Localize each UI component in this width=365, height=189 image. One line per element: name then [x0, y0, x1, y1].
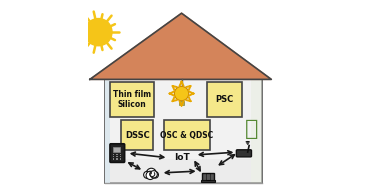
Bar	[250, 79, 262, 183]
Text: PSC: PSC	[215, 95, 234, 104]
Circle shape	[150, 171, 157, 178]
Bar	[120, 156, 121, 157]
Bar	[116, 158, 118, 160]
Text: 🌿: 🌿	[245, 119, 258, 139]
Bar	[116, 153, 118, 155]
Bar	[201, 180, 215, 181]
FancyBboxPatch shape	[121, 120, 153, 150]
Bar	[105, 79, 110, 183]
Bar	[120, 158, 121, 160]
Bar	[113, 156, 114, 157]
FancyBboxPatch shape	[110, 82, 154, 117]
Bar	[120, 153, 121, 155]
Circle shape	[144, 171, 151, 178]
Bar	[105, 79, 262, 183]
Circle shape	[85, 19, 112, 46]
FancyBboxPatch shape	[110, 144, 124, 162]
Bar	[113, 158, 114, 160]
Bar	[113, 153, 114, 155]
Bar	[180, 101, 184, 105]
Text: 🌐: 🌐	[205, 173, 211, 182]
Text: IoT: IoT	[174, 153, 189, 162]
Bar	[116, 156, 118, 157]
Polygon shape	[90, 13, 271, 79]
FancyBboxPatch shape	[207, 82, 242, 117]
FancyBboxPatch shape	[202, 173, 214, 181]
Circle shape	[152, 172, 158, 178]
Circle shape	[146, 168, 156, 178]
Bar	[110, 159, 250, 183]
Text: ↻: ↻	[147, 170, 155, 180]
Circle shape	[146, 171, 154, 180]
Text: Thin film
Silicon: Thin film Silicon	[113, 90, 151, 109]
Bar	[112, 147, 120, 152]
FancyBboxPatch shape	[237, 150, 251, 157]
Text: DSSC: DSSC	[125, 131, 150, 140]
Text: OSC & QDSC: OSC & QDSC	[160, 131, 214, 140]
Circle shape	[174, 86, 189, 101]
FancyBboxPatch shape	[164, 120, 210, 150]
